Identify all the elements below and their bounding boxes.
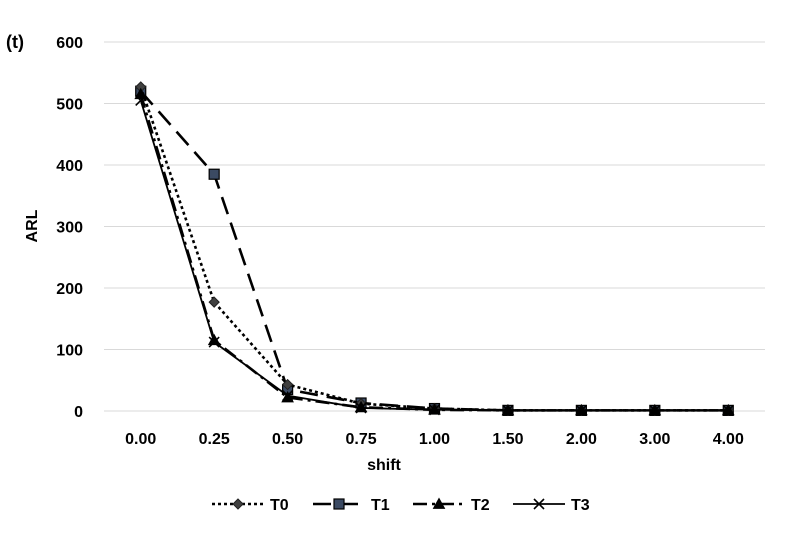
x-tick-labels: 0.00 0.25 0.50 0.75 1.00 1.50 2.00 3.00 4.00 bbox=[125, 431, 744, 448]
legend-item-t0: T0 bbox=[212, 497, 289, 514]
series-t3 bbox=[135, 94, 734, 416]
point-t3-2 bbox=[282, 390, 294, 402]
point-t3-8 bbox=[722, 404, 734, 416]
legend-label-t0: T0 bbox=[270, 497, 289, 514]
series-line-t0 bbox=[139, 86, 729, 412]
x-tick-label: 2.00 bbox=[566, 431, 597, 448]
point-t3-1-stroke-b bbox=[208, 336, 220, 348]
x-axis-title: shift bbox=[367, 457, 401, 474]
legend-label-t1: T1 bbox=[371, 497, 390, 514]
legend-label-t2: T2 bbox=[471, 497, 490, 514]
point-t3-3 bbox=[355, 402, 367, 414]
legend-marker-t3 bbox=[533, 498, 545, 510]
legend-marker-t2 bbox=[432, 497, 446, 509]
y-tick-label: 100 bbox=[56, 343, 83, 360]
legend-marker-t1 bbox=[333, 498, 345, 510]
point-t3-4-stroke-b bbox=[428, 404, 441, 416]
series-layer bbox=[134, 81, 735, 417]
legend: T0 T1 T2 T3 bbox=[212, 497, 590, 514]
panel-label: (t) bbox=[6, 32, 24, 52]
x-tick-label: 0.50 bbox=[272, 431, 303, 448]
legend-marker-t0 bbox=[232, 498, 244, 510]
point-t3-0-stroke-b bbox=[135, 94, 147, 106]
x-tick-label: 1.00 bbox=[419, 431, 450, 448]
series-t1 bbox=[135, 85, 734, 416]
series-t2 bbox=[134, 87, 735, 416]
point-t3-8-stroke-b bbox=[722, 404, 734, 416]
point-t3-3-stroke-b bbox=[355, 402, 367, 414]
point-t3-6 bbox=[575, 404, 587, 416]
x-tick-label: 0.00 bbox=[125, 431, 156, 448]
point-t0-2 bbox=[281, 378, 294, 391]
y-tick-label: 0 bbox=[74, 404, 83, 421]
series-line-t2 bbox=[139, 93, 729, 412]
x-tick-label: 0.25 bbox=[199, 431, 230, 448]
point-t2-0 bbox=[134, 87, 148, 100]
point-t3-5-stroke-b bbox=[502, 404, 514, 416]
y-axis-title: ARL bbox=[24, 209, 41, 242]
x-tick-label: 0.75 bbox=[345, 431, 376, 448]
point-t0-1 bbox=[208, 296, 220, 308]
legend-item-t1: T1 bbox=[313, 497, 390, 514]
point-t3-1 bbox=[208, 336, 220, 348]
legend-item-t2: T2 bbox=[413, 497, 490, 514]
legend-marker-t3-stroke-b bbox=[533, 498, 545, 510]
point-t1-1 bbox=[208, 168, 220, 180]
y-tick-labels: 0 100 200 300 400 500 600 bbox=[56, 35, 83, 421]
point-t3-5 bbox=[502, 404, 514, 416]
point-t3-0 bbox=[135, 94, 147, 106]
series-t0 bbox=[135, 81, 734, 417]
point-t3-7-stroke-b bbox=[649, 404, 661, 416]
series-line-t1 bbox=[139, 90, 729, 412]
y-tick-label: 300 bbox=[56, 220, 83, 237]
point-t3-2-stroke-b bbox=[282, 390, 294, 402]
series-line-t3 bbox=[139, 100, 729, 412]
x-tick-label: 3.00 bbox=[639, 431, 670, 448]
legend-label-t3: T3 bbox=[571, 497, 590, 514]
y-tick-label: 600 bbox=[56, 35, 83, 52]
y-tick-label: 500 bbox=[56, 97, 83, 114]
point-t3-4 bbox=[428, 404, 441, 416]
legend-item-t3: T3 bbox=[513, 497, 590, 514]
point-t3-6-stroke-b bbox=[575, 404, 587, 416]
x-tick-label: 4.00 bbox=[713, 431, 744, 448]
gridlines bbox=[104, 41, 765, 412]
point-t3-7 bbox=[649, 404, 661, 416]
y-tick-label: 200 bbox=[56, 281, 83, 298]
x-tick-label: 1.50 bbox=[492, 431, 523, 448]
y-tick-label: 400 bbox=[56, 158, 83, 175]
